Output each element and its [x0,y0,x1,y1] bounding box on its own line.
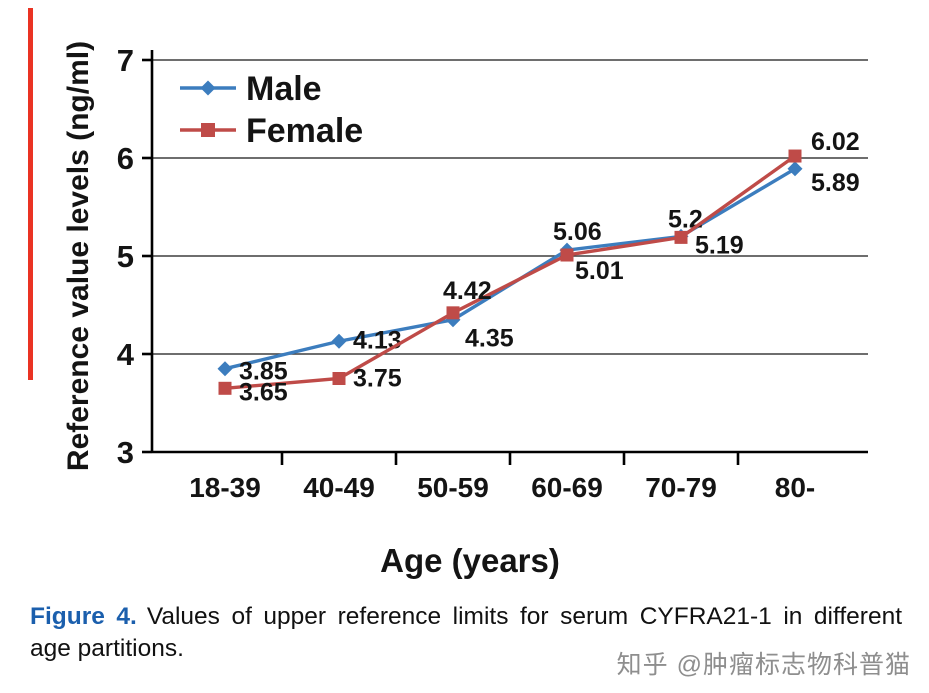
data-label: 6.02 [811,128,860,156]
cyfra21-line-chart: 3 4 5 6 7 18-39 40-49 50-59 60-69 70-79 80- Age (ye… [62,41,868,579]
male-marker [787,161,803,177]
figure-caption: Figure 4. Values of upper reference limit… [30,601,902,666]
female-marker [674,230,688,244]
y-tick-label: 3 [117,435,134,470]
legend-marker-diamond [200,80,216,96]
x-category-label: 60-69 [531,472,603,503]
data-label: 5.2 [668,205,703,233]
x-category-label: 50-59 [417,472,489,503]
x-category-label: 80- [775,472,815,503]
data-label: 3.85 [239,358,288,386]
x-category-label: 18-39 [189,472,261,503]
data-label: 5.19 [695,231,744,259]
y-tick-label: 5 [117,239,134,274]
legend-label-female: Female [246,112,363,150]
x-category-label: 70-79 [645,472,717,503]
data-label: 4.13 [353,326,402,354]
zhihu-watermark: 知乎 @肿瘤标志物科普猫 [616,651,911,679]
x-category-label: 40-49 [303,472,375,503]
y-tick-label: 4 [117,337,135,372]
female-marker [218,381,232,395]
data-label: 5.89 [811,169,860,197]
data-label: 5.06 [553,218,602,246]
female-marker [788,149,802,163]
data-label: 5.01 [575,257,624,285]
data-label: 4.35 [465,325,514,353]
y-axis-title: Reference value levels (ng/ml) [62,41,95,471]
female-marker [446,306,460,320]
female-marker [332,372,346,385]
male-marker [217,361,233,377]
female-marker [560,248,574,262]
legend-marker-square [201,123,215,137]
figure-caption-text: Values of upper reference limits for ser… [30,603,902,663]
female-line [224,154,796,390]
figure-4: 3 4 5 6 7 18-39 40-49 50-59 60-69 70-79 80- Age (ye… [62,41,868,579]
page-edge-red-line [28,8,33,380]
legend-label-male: Male [246,70,322,108]
data-label: 3.75 [353,365,402,393]
y-tick-label: 6 [117,141,134,176]
y-tick-label: 7 [117,43,134,78]
data-label: 4.42 [443,277,492,305]
male-marker [331,333,347,349]
figure-caption-label: Figure 4. [30,603,137,630]
data-label: 3.65 [239,378,288,406]
x-axis-title: Age (years) [380,542,560,579]
